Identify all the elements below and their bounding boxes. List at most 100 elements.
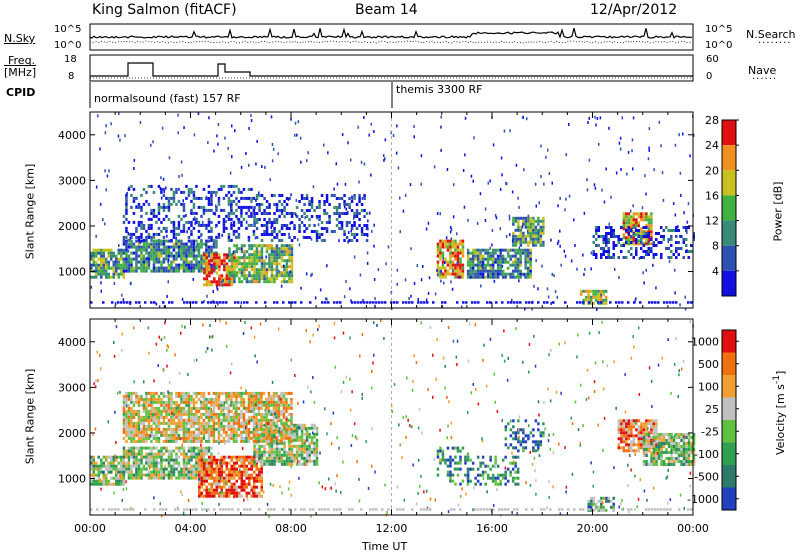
data-cell bbox=[185, 251, 188, 255]
ground-cell bbox=[687, 301, 690, 304]
data-cell bbox=[185, 257, 188, 261]
data-cell bbox=[245, 455, 248, 459]
data-cell bbox=[235, 196, 238, 200]
data-cell bbox=[313, 426, 316, 430]
data-cell bbox=[260, 429, 264, 433]
data-cell bbox=[446, 239, 450, 243]
data-cell bbox=[240, 223, 243, 227]
data-cell bbox=[514, 257, 517, 261]
data-cell bbox=[97, 476, 100, 480]
data-cell bbox=[147, 412, 151, 416]
data-cell bbox=[202, 400, 206, 404]
ground-cell bbox=[513, 301, 516, 304]
data-cell bbox=[454, 467, 457, 471]
data-cell bbox=[529, 231, 533, 235]
data-cell bbox=[245, 280, 249, 284]
data-cell bbox=[449, 239, 452, 243]
data-cell bbox=[255, 459, 259, 463]
data-cell bbox=[300, 444, 304, 448]
data-cell bbox=[210, 271, 214, 275]
data-cell bbox=[160, 239, 163, 243]
data-cell bbox=[197, 251, 201, 255]
noise-cell bbox=[155, 302, 158, 306]
data-cell bbox=[140, 220, 143, 224]
data-cell bbox=[207, 217, 211, 221]
data-cell bbox=[333, 212, 336, 215]
data-cell bbox=[187, 415, 191, 419]
data-cell bbox=[105, 464, 108, 468]
data-cell bbox=[132, 391, 136, 395]
data-cell bbox=[298, 224, 301, 227]
data-cell bbox=[112, 458, 115, 462]
data-cell bbox=[112, 251, 115, 255]
data-cell bbox=[511, 275, 515, 279]
data-cell bbox=[245, 262, 249, 266]
data-cell bbox=[155, 415, 158, 419]
freq-panel bbox=[89, 54, 694, 82]
data-cell bbox=[295, 432, 299, 436]
data-cell bbox=[157, 260, 161, 264]
data-cell bbox=[237, 427, 241, 431]
data-cell bbox=[494, 248, 497, 252]
data-cell bbox=[469, 458, 472, 462]
data-cell bbox=[170, 187, 173, 191]
ground-cell bbox=[135, 301, 138, 304]
data-cell bbox=[175, 439, 178, 443]
data-cell bbox=[240, 205, 243, 209]
data-cell bbox=[147, 226, 151, 230]
data-cell bbox=[137, 220, 141, 224]
data-cell bbox=[238, 473, 241, 477]
data-cell bbox=[215, 190, 218, 194]
data-cell bbox=[177, 248, 181, 252]
data-cell bbox=[120, 455, 123, 459]
data-cell bbox=[210, 235, 213, 239]
data-cell bbox=[147, 473, 151, 477]
data-cell bbox=[225, 464, 228, 468]
data-cell bbox=[353, 194, 356, 197]
data-cell bbox=[170, 220, 173, 224]
data-cell bbox=[285, 212, 289, 215]
noise-cell bbox=[370, 173, 372, 177]
noise-cell bbox=[213, 149, 215, 153]
data-cell bbox=[167, 455, 171, 459]
data-cell bbox=[172, 190, 176, 194]
data-cell bbox=[272, 400, 276, 404]
data-cell bbox=[192, 239, 196, 243]
noise-cell bbox=[206, 294, 208, 298]
noise-cell bbox=[383, 154, 385, 158]
data-cell bbox=[130, 436, 133, 440]
data-cell bbox=[192, 205, 196, 209]
data-cell bbox=[130, 418, 133, 422]
data-cell bbox=[175, 476, 178, 480]
data-cell bbox=[313, 224, 316, 227]
data-cell bbox=[255, 439, 258, 443]
data-cell bbox=[130, 427, 133, 431]
data-cell bbox=[187, 193, 191, 197]
data-cell bbox=[248, 461, 251, 465]
data-cell bbox=[100, 479, 103, 483]
data-cell bbox=[313, 230, 316, 233]
data-cell bbox=[270, 247, 274, 251]
data-cell bbox=[213, 479, 216, 483]
data-cell bbox=[160, 251, 163, 255]
data-cell bbox=[235, 467, 238, 471]
data-cell bbox=[167, 476, 171, 480]
data-cell bbox=[235, 458, 238, 462]
data-cell bbox=[283, 453, 286, 457]
noise-cell bbox=[102, 218, 104, 221]
data-cell bbox=[207, 415, 211, 419]
data-cell bbox=[303, 450, 306, 454]
data-cell bbox=[237, 205, 241, 209]
data-cell bbox=[449, 242, 452, 246]
data-cell bbox=[187, 235, 191, 239]
colorbar-tick-label: 28 bbox=[705, 114, 719, 127]
data-cell bbox=[248, 479, 251, 483]
noise-cell bbox=[241, 247, 243, 251]
data-cell bbox=[253, 271, 256, 275]
data-cell bbox=[670, 235, 673, 238]
data-cell bbox=[237, 400, 241, 404]
noise-cell bbox=[225, 220, 227, 223]
data-cell bbox=[288, 450, 291, 454]
data-cell bbox=[197, 430, 201, 434]
data-cell bbox=[612, 247, 615, 250]
